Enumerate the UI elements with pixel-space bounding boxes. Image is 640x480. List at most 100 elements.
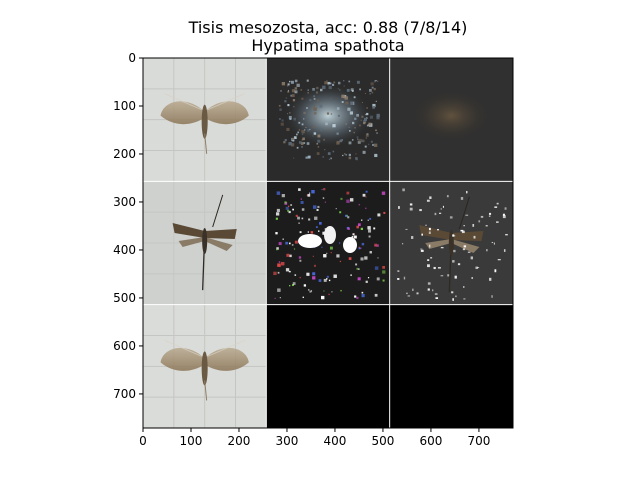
saliency-pixel — [376, 244, 379, 247]
saliency-pixel — [364, 113, 366, 115]
saliency-pixel — [338, 242, 341, 244]
saliency-pixel — [348, 257, 352, 260]
masked-pixel — [407, 295, 411, 297]
saliency-pixel — [368, 235, 371, 238]
saliency-pixel — [348, 156, 352, 160]
masked-pixel — [460, 196, 464, 200]
masked-pixel — [436, 229, 440, 231]
saliency-pixel — [357, 277, 361, 281]
panel-r0-c2-masked-photo — [389, 58, 513, 182]
masked-pixel — [452, 298, 454, 301]
saliency-pixel — [306, 194, 308, 196]
saliency-pixel — [343, 85, 345, 87]
y-tick-label: 400 — [113, 243, 136, 257]
saliency-pixel — [313, 132, 317, 135]
saliency-pixel — [318, 279, 322, 282]
saliency-pixel — [361, 294, 365, 298]
masked-pixel — [472, 223, 475, 227]
saliency-pixel — [372, 105, 375, 109]
masked-pixel — [442, 205, 445, 208]
saliency-pixel — [358, 138, 362, 143]
saliency-pixel — [278, 242, 282, 246]
saliency-pixel — [324, 148, 326, 151]
masked-pixel — [465, 214, 469, 216]
saliency-pixel — [360, 227, 363, 231]
saliency-pixel — [363, 121, 366, 125]
moth-left-wing — [160, 347, 205, 371]
saliency-pixel — [307, 193, 311, 197]
moth-right-hindwing — [204, 237, 233, 252]
masked-pixel — [406, 292, 408, 295]
saliency-pixel — [346, 88, 350, 92]
saliency-pixel — [326, 112, 330, 115]
masked-pixel — [463, 245, 467, 248]
saliency-pixel — [301, 133, 304, 135]
moth-antennae — [164, 339, 245, 357]
saliency-pixel — [355, 263, 358, 266]
saliency-pixel — [303, 118, 305, 120]
saliency-pixel — [347, 227, 350, 230]
saliency-pixel — [332, 150, 335, 153]
saliency-pixel — [302, 137, 305, 141]
saliency-pixel — [328, 130, 330, 132]
saliency-pixel — [288, 270, 291, 273]
masked-pixel — [473, 235, 476, 239]
saliency-pixel — [301, 123, 304, 126]
saliency-pixel — [344, 153, 346, 155]
saliency-pixel — [313, 264, 316, 267]
saliency-pixel — [279, 297, 281, 299]
saliency-pixel — [285, 268, 290, 272]
masked-pixel — [496, 221, 499, 223]
saliency-pixel — [289, 254, 292, 258]
panel-background — [389, 304, 513, 428]
saliency-pixel — [280, 90, 282, 92]
saliency-hotspot — [298, 234, 322, 248]
saliency-pixel — [371, 91, 374, 94]
saliency-pixel — [329, 82, 332, 85]
masked-pixel — [475, 266, 478, 270]
saliency-pixel — [364, 256, 368, 260]
saliency-pixel — [361, 139, 364, 143]
saliency-pixel — [277, 288, 281, 292]
saliency-pixel — [307, 89, 309, 91]
saliency-pixel — [311, 190, 315, 194]
moth-body — [448, 229, 454, 257]
x-tick-label: 400 — [324, 434, 347, 448]
saliency-pixel — [278, 118, 281, 120]
saliency-pixel — [299, 231, 302, 234]
saliency-pixel — [361, 242, 365, 246]
saliency-pixel — [310, 290, 313, 292]
saliency-pixel — [318, 230, 320, 232]
saliency-pixel — [292, 139, 295, 142]
saliency-pixel — [293, 157, 295, 159]
saliency-pixel — [358, 203, 361, 206]
saliency-hotspot — [343, 237, 357, 253]
saliency-pixel — [347, 107, 351, 111]
saliency-pixel — [356, 80, 360, 84]
saliency-pixel — [341, 101, 344, 103]
saliency-pixel — [289, 285, 291, 287]
masked-pixel — [497, 258, 501, 261]
masked-pixel — [412, 288, 414, 292]
saliency-pixel — [320, 88, 323, 92]
saliency-pixel — [298, 141, 302, 144]
saliency-pixel — [293, 117, 296, 121]
masked-pixel — [494, 269, 497, 273]
moth-right-forewing — [204, 228, 237, 240]
saliency-pixel — [284, 100, 287, 103]
saliency-pixel — [313, 95, 316, 98]
saliency-pixel — [364, 145, 367, 148]
saliency-pixel — [374, 266, 379, 270]
saliency-pixel — [288, 142, 292, 146]
masked-pixel — [425, 224, 427, 227]
saliency-pixel — [274, 297, 276, 299]
masked-pixel — [427, 282, 431, 285]
saliency-pixel — [312, 126, 315, 128]
saliency-pixel — [295, 214, 298, 217]
x-tick-label: 200 — [228, 434, 251, 448]
masked-pixel — [403, 276, 406, 280]
saliency-pixel — [285, 206, 289, 210]
saliency-pixel — [353, 235, 357, 239]
masked-pixel — [466, 190, 468, 194]
saliency-pixel — [365, 114, 367, 116]
